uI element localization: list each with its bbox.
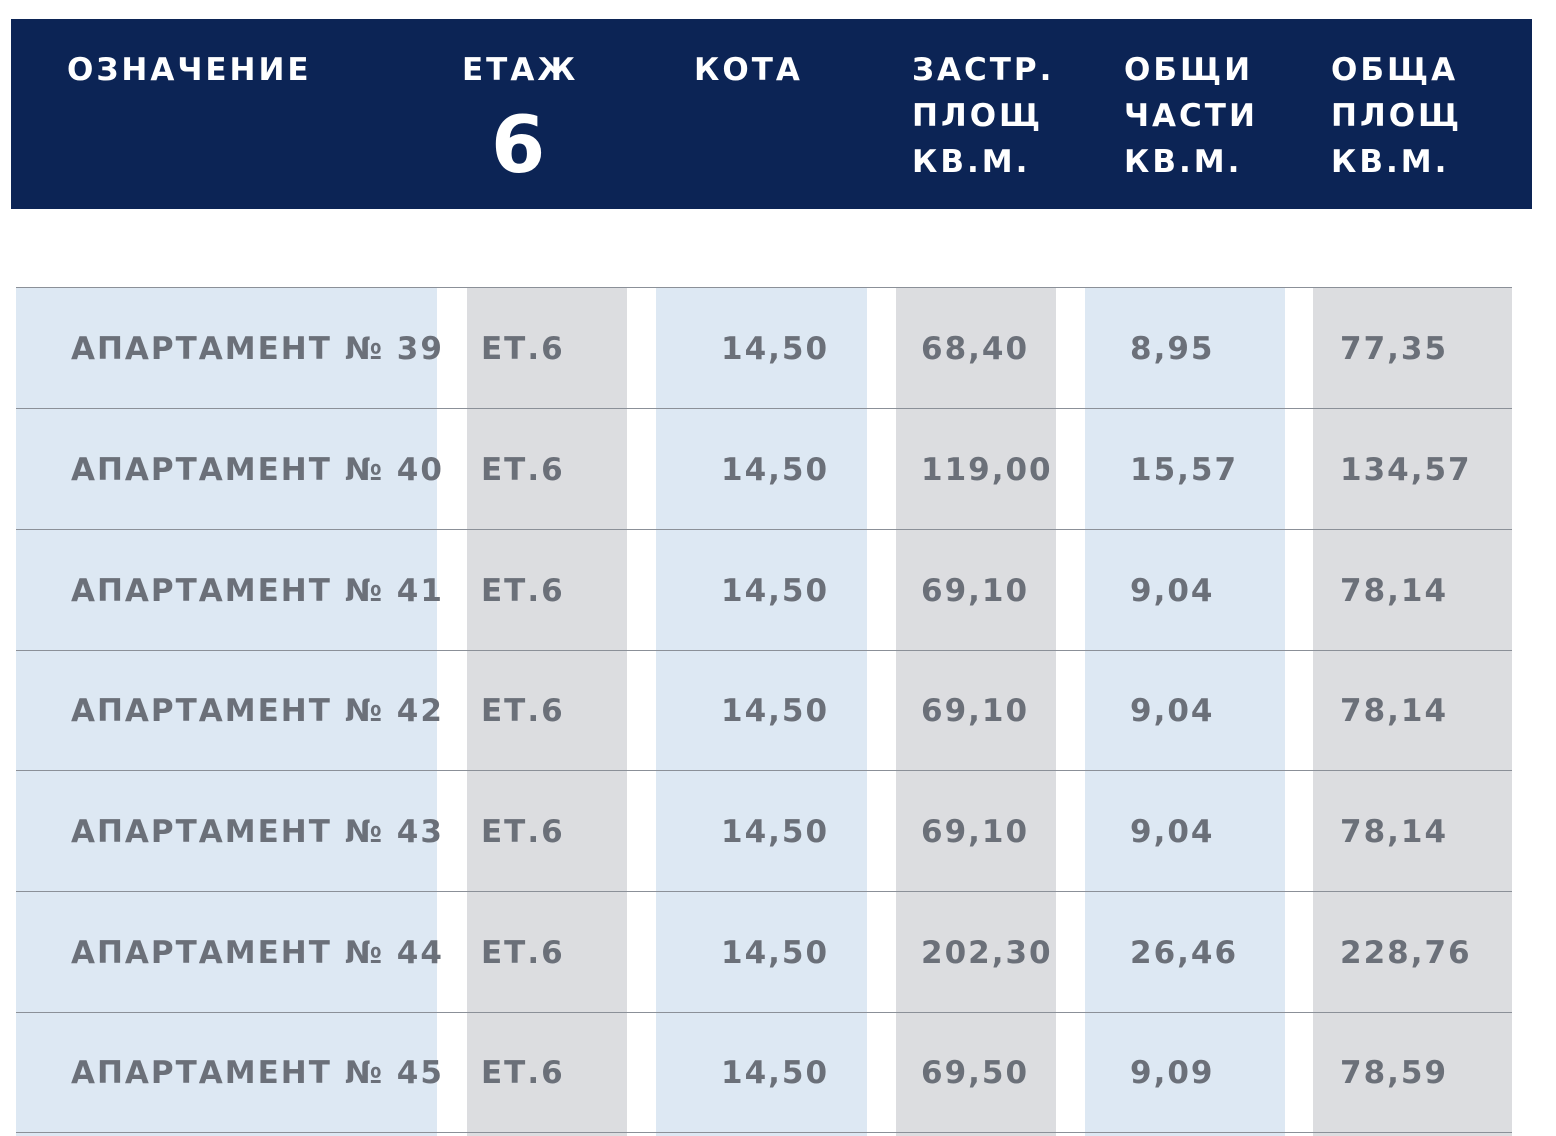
common-parts-cell: 9,04 <box>1130 814 1215 850</box>
header-level: КОТА <box>694 52 803 88</box>
row-divider <box>16 1132 1512 1133</box>
level-cell: 14,50 <box>721 935 830 971</box>
common-parts-cell: 15,57 <box>1130 452 1239 488</box>
row-divider <box>16 408 1512 409</box>
header-common-parts: ОБЩИ ЧАСТИ КВ.М. <box>1124 52 1258 180</box>
apartment-name: АПАРТАМЕНТ № 45 <box>71 1055 444 1091</box>
row-divider <box>16 650 1512 651</box>
total-area-cell: 78,14 <box>1340 573 1449 609</box>
total-area-cell: 77,35 <box>1340 331 1449 367</box>
built-area-cell: 69,10 <box>921 573 1030 609</box>
common-parts-cell: 9,04 <box>1130 693 1215 729</box>
level-cell: 14,50 <box>721 693 830 729</box>
floor-cell: ЕТ.6 <box>481 331 565 367</box>
table-row: АПАРТАМЕНТ № 42 ЕТ.6 14,50 69,10 9,04 78… <box>0 651 1556 772</box>
common-parts-cell: 9,04 <box>1130 573 1215 609</box>
header-floor: ЕТАЖ <box>462 52 579 88</box>
floor-cell: ЕТ.6 <box>481 452 565 488</box>
common-parts-cell: 8,95 <box>1130 331 1215 367</box>
apartment-name: АПАРТАМЕНТ № 44 <box>71 935 444 971</box>
built-area-cell: 202,30 <box>921 935 1053 971</box>
apartment-name: АПАРТАМЕНТ № 39 <box>71 331 444 367</box>
built-area-cell: 68,40 <box>921 331 1030 367</box>
built-area-cell: 69,10 <box>921 693 1030 729</box>
built-area-cell: 119,00 <box>921 452 1053 488</box>
row-divider <box>16 891 1512 892</box>
common-parts-cell: 9,09 <box>1130 1055 1215 1091</box>
column-band-built-area <box>896 288 1056 1136</box>
header-floor-number: 6 <box>491 101 546 191</box>
total-area-cell: 78,59 <box>1340 1055 1449 1091</box>
level-cell: 14,50 <box>721 814 830 850</box>
table-row: АПАРТАМЕНТ № 39 ЕТ.6 14,50 68,40 8,95 77… <box>0 289 1556 410</box>
level-cell: 14,50 <box>721 573 830 609</box>
apartment-name: АПАРТАМЕНТ № 42 <box>71 693 444 729</box>
floor-cell: ЕТ.6 <box>481 1055 565 1091</box>
floor-cell: ЕТ.6 <box>481 935 565 971</box>
column-band-total-area <box>1313 288 1512 1136</box>
level-cell: 14,50 <box>721 331 830 367</box>
table-header: ОЗНАЧЕНИЕ ЕТАЖ 6 КОТА ЗАСТР. ПЛОЩ КВ.М. … <box>11 19 1532 209</box>
column-band-common-parts <box>1085 288 1285 1136</box>
table-row: АПАРТАМЕНТ № 41 ЕТ.6 14,50 69,10 9,04 78… <box>0 531 1556 652</box>
built-area-cell: 69,50 <box>921 1055 1030 1091</box>
row-divider <box>16 1012 1512 1013</box>
common-parts-cell: 26,46 <box>1130 935 1239 971</box>
apartment-name: АПАРТАМЕНТ № 41 <box>71 573 444 609</box>
floor-cell: ЕТ.6 <box>481 693 565 729</box>
built-area-cell: 69,10 <box>921 814 1030 850</box>
total-area-cell: 228,76 <box>1340 935 1472 971</box>
table-row: АПАРТАМЕНТ № 43 ЕТ.6 14,50 69,10 9,04 78… <box>0 772 1556 893</box>
table-row: АПАРТАМЕНТ № 45 ЕТ.6 14,50 69,50 9,09 78… <box>0 1013 1556 1134</box>
table-row: АПАРТАМЕНТ № 44 ЕТ.6 14,50 202,30 26,46 … <box>0 893 1556 1014</box>
floor-cell: ЕТ.6 <box>481 573 565 609</box>
header-total-area: ОБЩА ПЛОЩ КВ.М. <box>1331 52 1463 180</box>
column-band-designation <box>16 288 437 1136</box>
row-divider <box>16 529 1512 530</box>
row-divider <box>16 287 1512 288</box>
level-cell: 14,50 <box>721 452 830 488</box>
total-area-cell: 78,14 <box>1340 693 1449 729</box>
column-band-level <box>656 288 867 1136</box>
header-designation: ОЗНАЧЕНИЕ <box>67 52 312 88</box>
apartment-name: АПАРТАМЕНТ № 43 <box>71 814 444 850</box>
column-band-floor <box>467 288 627 1136</box>
total-area-cell: 78,14 <box>1340 814 1449 850</box>
floor-cell: ЕТ.6 <box>481 814 565 850</box>
level-cell: 14,50 <box>721 1055 830 1091</box>
header-built-area: ЗАСТР. ПЛОЩ КВ.М. <box>912 52 1055 180</box>
row-divider <box>16 770 1512 771</box>
apartment-name: АПАРТАМЕНТ № 40 <box>71 452 444 488</box>
table-row: АПАРТАМЕНТ № 40 ЕТ.6 14,50 119,00 15,57 … <box>0 410 1556 531</box>
total-area-cell: 134,57 <box>1340 452 1472 488</box>
